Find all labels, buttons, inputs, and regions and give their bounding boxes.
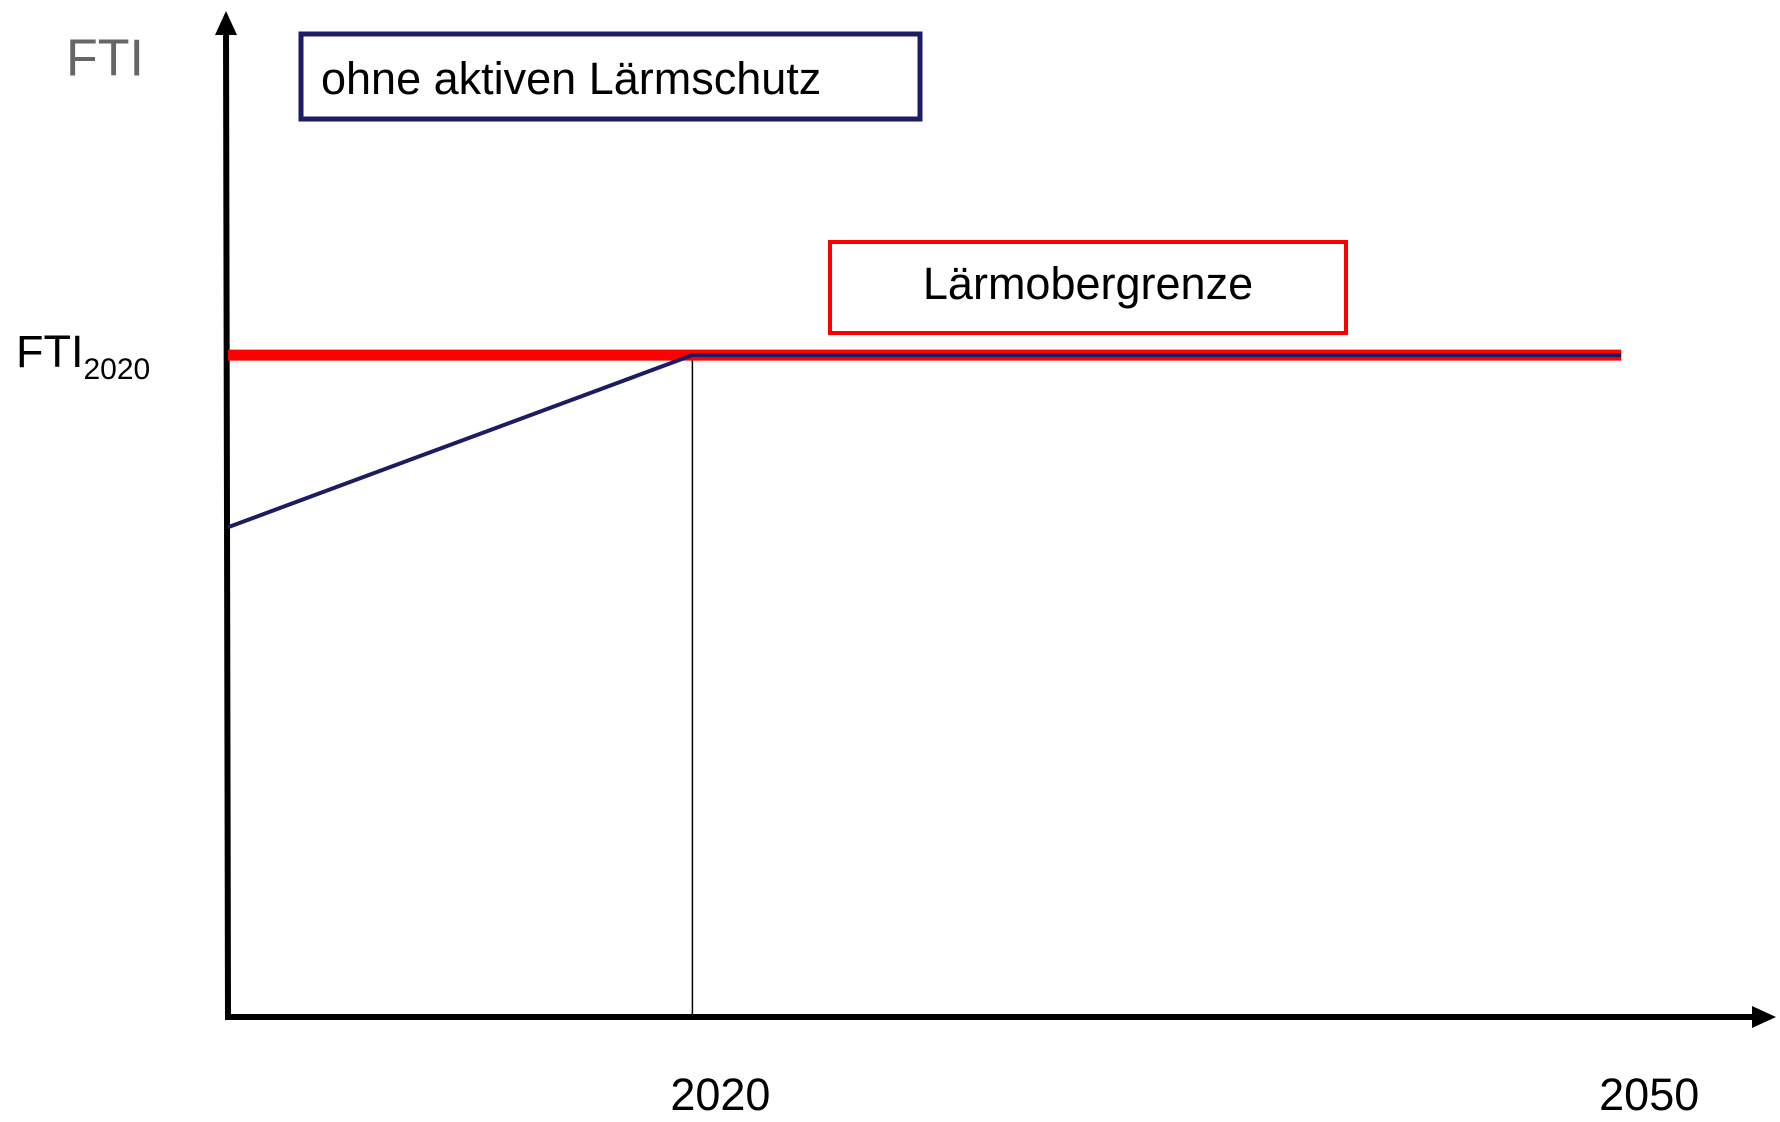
y-tick-label: FTI2020 (16, 326, 150, 386)
legend-box (828, 240, 1348, 335)
legend-box (298, 31, 923, 122)
legend-label: ohne aktiven Lärmschutz (321, 53, 821, 104)
y-axis-title: FTI (66, 30, 144, 88)
x-tick-label: 2050 (1599, 1069, 1699, 1120)
y-tick-label-sub: 2020 (83, 353, 150, 386)
y-tick-label-main: FTI (16, 326, 83, 377)
legend-label: Lärmobergrenze (923, 258, 1253, 309)
series-line (227, 353, 1622, 530)
x-axis-arrow (1752, 1006, 1776, 1028)
x-tick-label: 2020 (670, 1069, 770, 1120)
y-axis-arrow (215, 11, 237, 35)
y-axis (223, 24, 231, 1020)
